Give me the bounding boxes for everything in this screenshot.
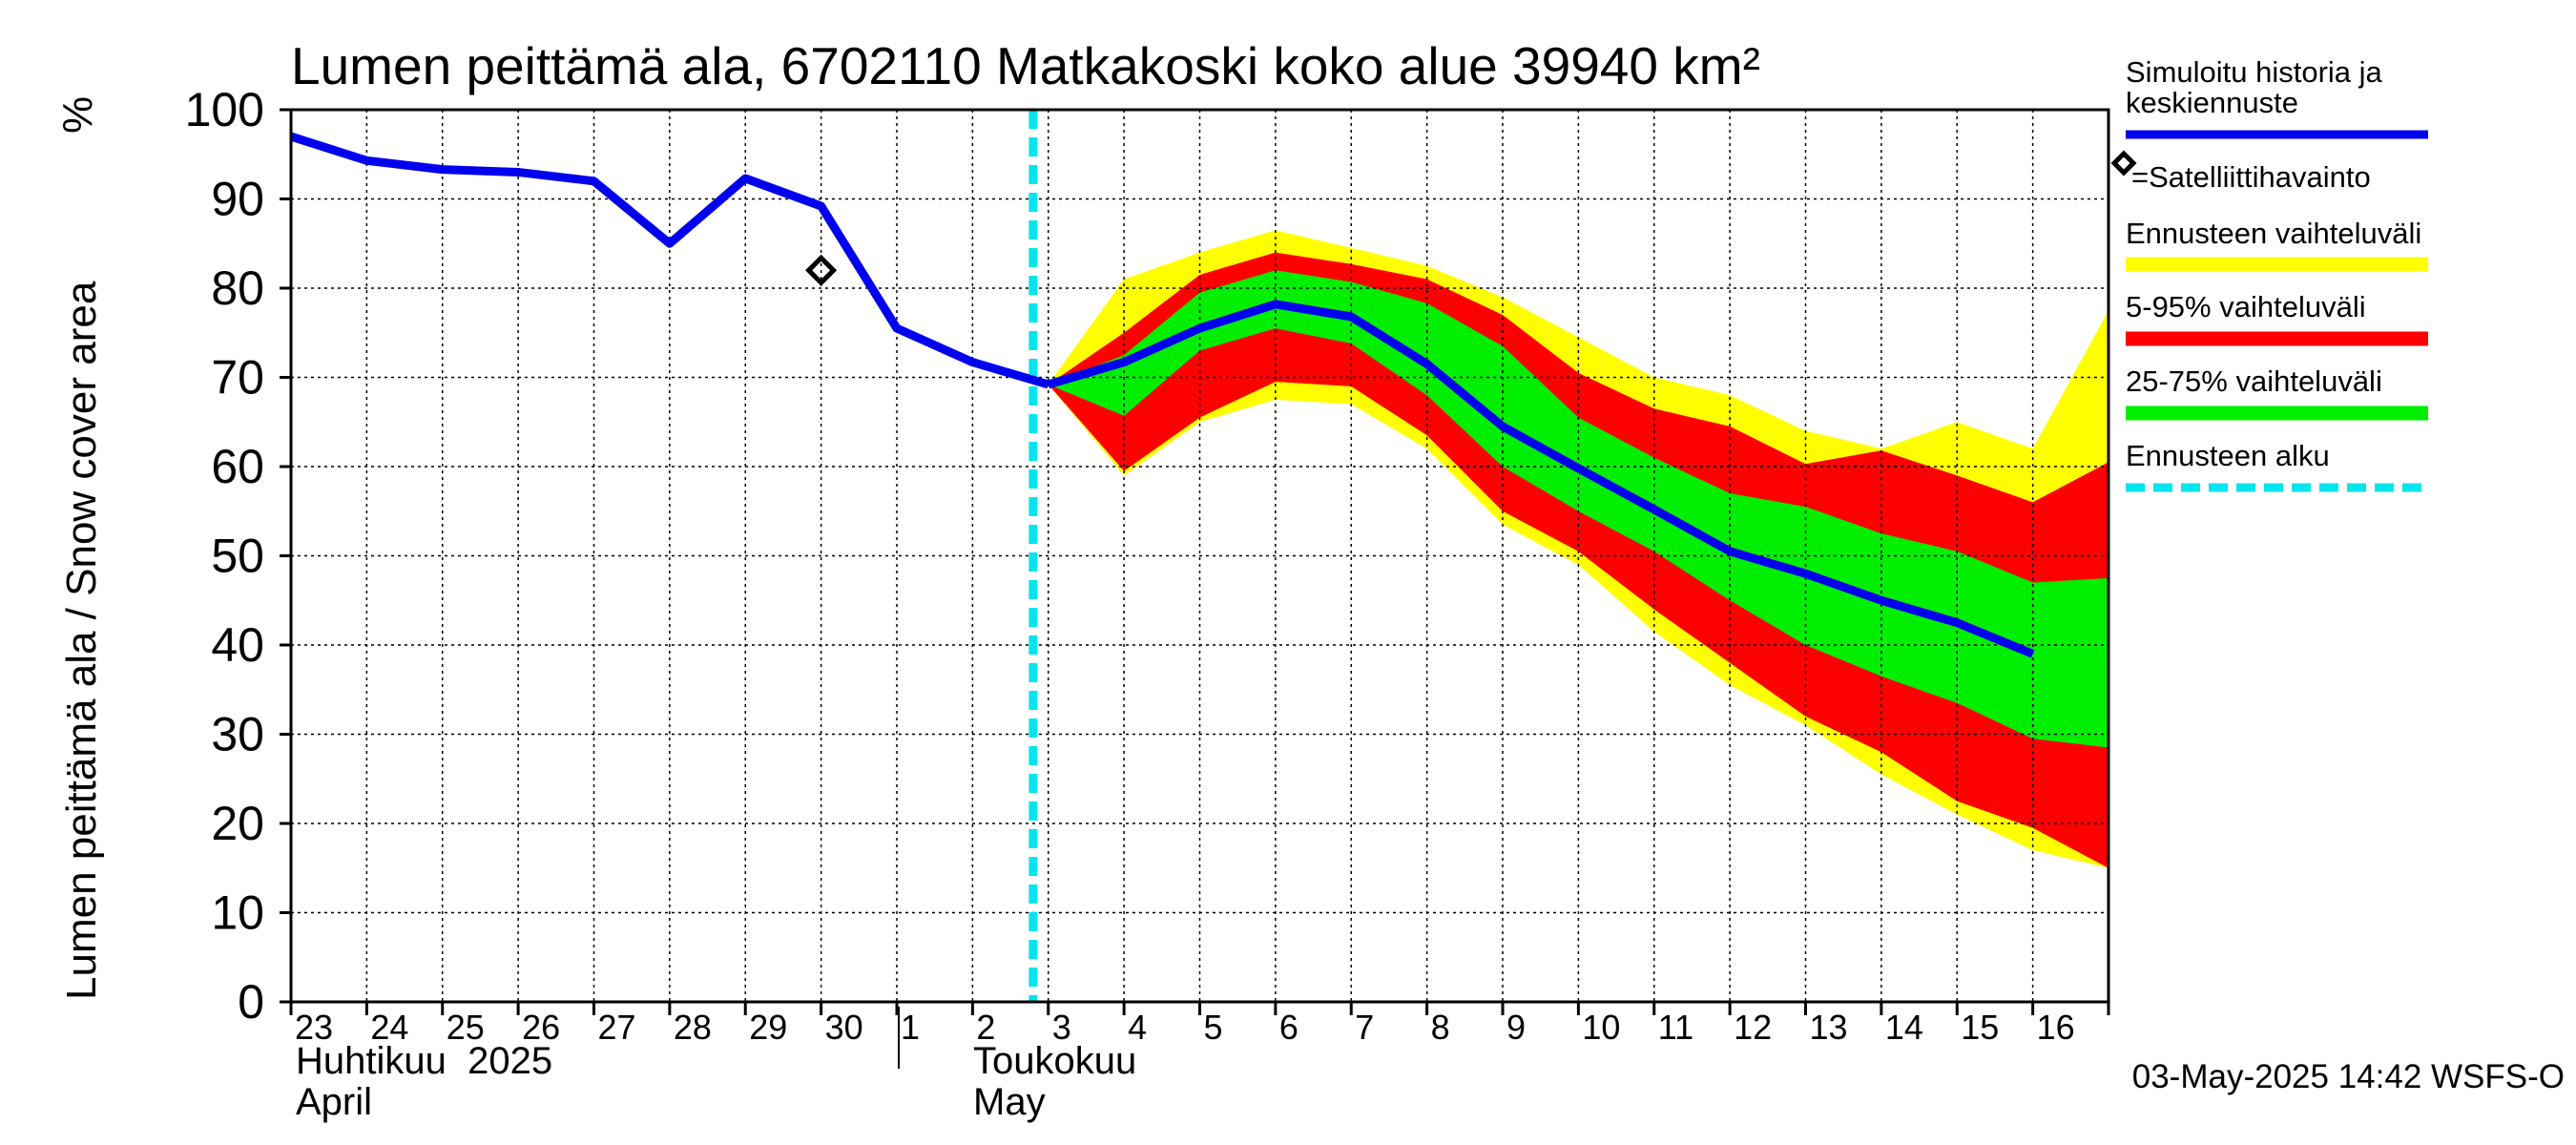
x-tick-label: 16 (2037, 1008, 2075, 1047)
y-axis-unit: % (54, 96, 101, 134)
legend-satellite-marker-icon (2110, 150, 2137, 177)
x-tick-label: 10 (1582, 1008, 1620, 1047)
y-tick-label: 40 (211, 618, 264, 672)
x-tick-label: 29 (749, 1008, 787, 1047)
x-tick-label: 14 (1885, 1008, 1923, 1047)
x-tick-label: 8 (1431, 1008, 1450, 1047)
y-axis-label: Lumen peittämä ala / Snow cover area (58, 281, 105, 1000)
y-tick-label: 20 (211, 797, 264, 850)
legend-p5-95-label: 5-95% vaihteluväli (2126, 290, 2366, 323)
y-tick-label: 50 (211, 530, 264, 583)
x-tick-label: 13 (1810, 1008, 1848, 1047)
x-tick-label: 2 (976, 1008, 995, 1047)
x-tick-label: 28 (674, 1008, 712, 1047)
y-tick-label: 0 (238, 975, 264, 1029)
y-tick-label: 60 (211, 440, 264, 493)
legend-p25-75-label: 25-75% vaihteluväli (2126, 364, 2382, 398)
month-label-may-fi: Toukokuu (973, 1040, 1136, 1082)
x-tick-label: 4 (1128, 1008, 1147, 1047)
x-tick-label: 24 (370, 1008, 408, 1047)
x-tick-label: 12 (1734, 1008, 1772, 1047)
month-label-april-fi: Huhtikuu 2025 (296, 1040, 552, 1082)
x-tick-label: 3 (1052, 1008, 1071, 1047)
legend-sim-label-line2: keskiennuste (2126, 86, 2298, 119)
y-tick-label: 10 (211, 886, 264, 940)
band-2 (1048, 270, 2109, 748)
x-tick-label: 23 (295, 1008, 333, 1047)
x-tick-label: 11 (1658, 1008, 1693, 1047)
x-tick-label: 9 (1506, 1008, 1526, 1047)
x-tick-label: 15 (1961, 1008, 1999, 1047)
legend-satellite-label: =Satelliittihavainto (2131, 160, 2371, 194)
chart-title: Lumen peittämä ala, 6702110 Matkakoski k… (291, 36, 1760, 95)
x-tick-label: 6 (1279, 1008, 1298, 1047)
forecast-bands (1048, 230, 2109, 868)
y-tick-label: 70 (211, 351, 264, 405)
x-tick-label: 7 (1355, 1008, 1374, 1047)
history-series-line (289, 132, 1050, 389)
legend: Simuloitu historia ja keskiennuste =Sate… (2110, 55, 2428, 492)
x-tick-label: 27 (598, 1008, 636, 1047)
x-tick-label: 5 (1204, 1008, 1223, 1047)
chart-grid (291, 110, 2109, 1002)
footer-timestamp: 03-May-2025 14:42 WSFS-O (2132, 1058, 2565, 1095)
month-label-may-en: May (973, 1081, 1046, 1123)
x-tick-label: 26 (522, 1008, 560, 1047)
legend-forecast-start-label: Ennusteen alku (2126, 439, 2330, 472)
legend-sim-label-line1: Simuloitu historia ja (2126, 55, 2383, 89)
median-forecast-line (1047, 300, 2035, 658)
x-axis-ticks: 23 24 25 26 27 28 29 30 1 2 3 4 5 6 7 8 9 10 11 12 13 14 15 16 (289, 1002, 2110, 1047)
y-axis-ticks: 0 10 20 30 40 50 60 70 80 90 100 (185, 83, 291, 1029)
band-1 (1048, 252, 2109, 868)
x-tick-label: 1 (901, 1008, 920, 1047)
legend-range-label: Ennusteen vaihteluväli (2126, 217, 2421, 250)
y-tick-label: 30 (211, 708, 264, 761)
satellite-observation-marker (805, 254, 838, 286)
x-tick-label: 25 (447, 1008, 485, 1047)
y-tick-label: 90 (211, 173, 264, 226)
y-tick-label: 100 (185, 83, 264, 136)
x-tick-label: 30 (825, 1008, 863, 1047)
month-label-april-en: April (296, 1081, 372, 1123)
satellite-observations (805, 254, 838, 286)
y-tick-label: 80 (211, 261, 264, 315)
